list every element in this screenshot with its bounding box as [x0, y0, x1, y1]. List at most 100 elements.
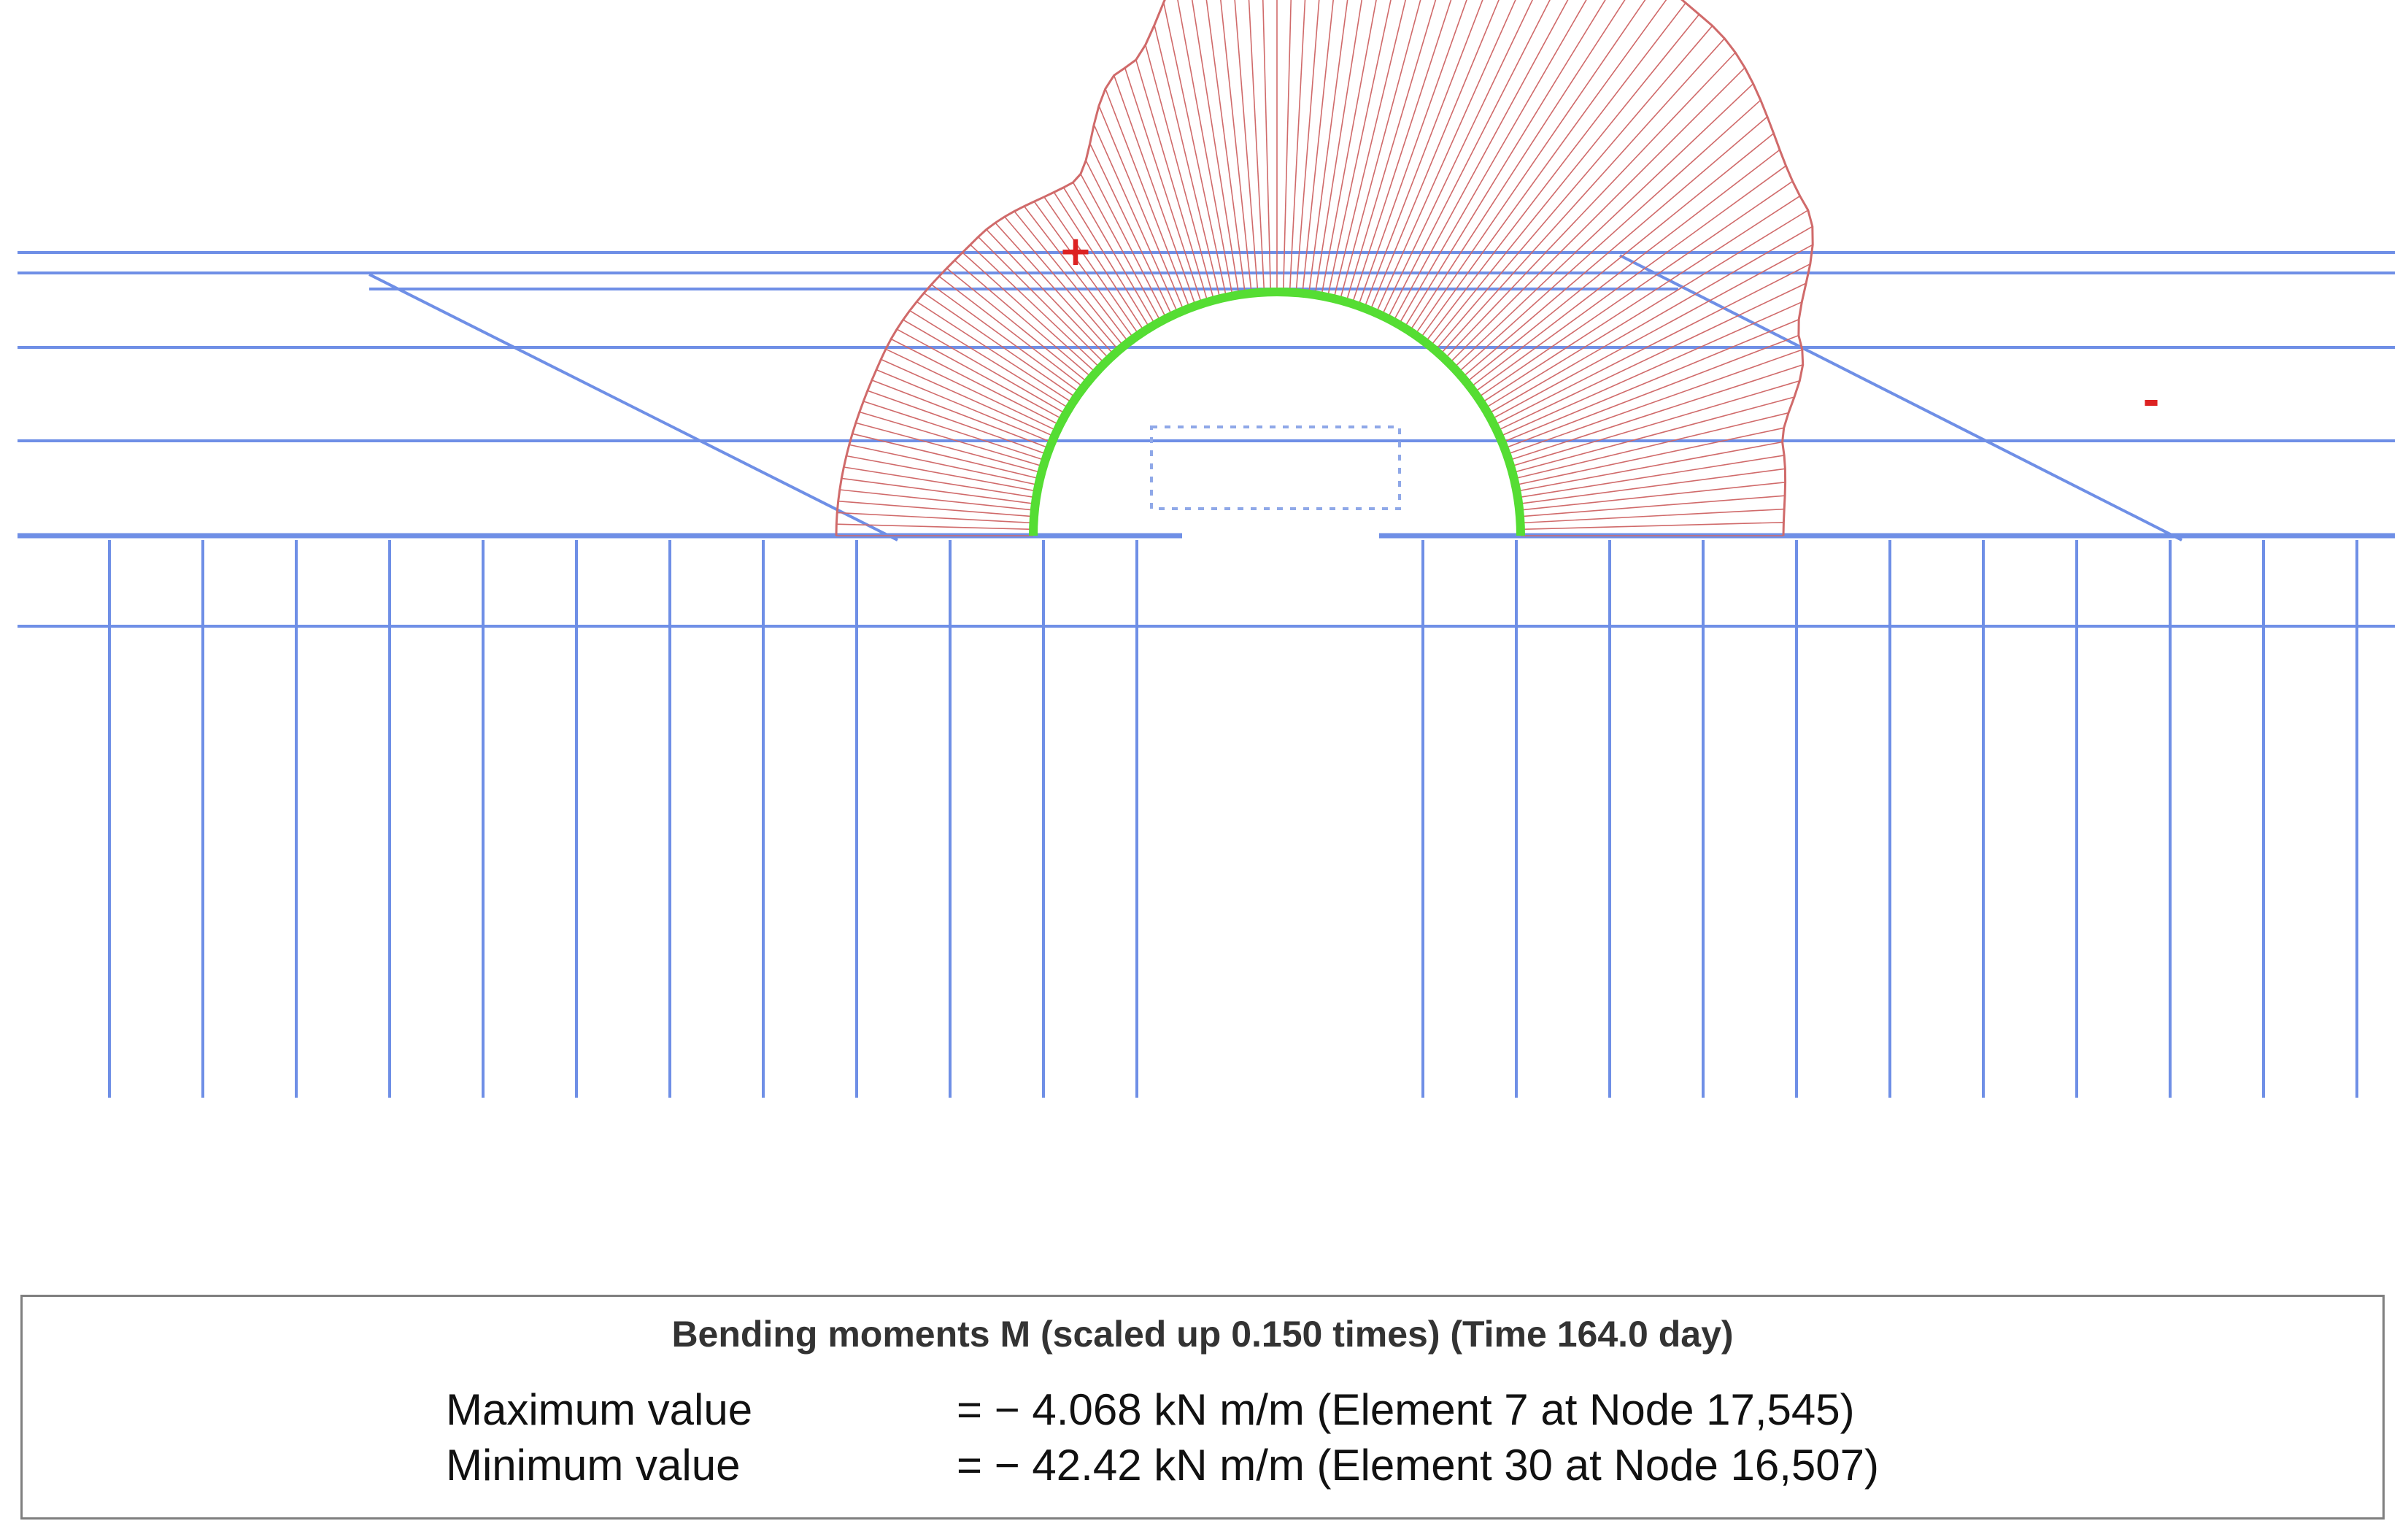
moment-hatch-line — [863, 401, 1046, 461]
moment-hatch-line — [844, 466, 1037, 498]
moment-hatch-line — [1248, 0, 1265, 293]
soil-layer-lines — [18, 251, 2395, 628]
moment-hatch-line — [1381, 0, 1533, 316]
moment-hatch-line — [946, 267, 1088, 383]
moment-hatch-line — [1089, 143, 1173, 316]
moment-hatch-line — [1314, 0, 1363, 296]
maximum-value-text: = − 4.068 kN m/m (Element 7 at Node 17,5… — [957, 1385, 1855, 1434]
moment-hatch-line — [1023, 206, 1130, 343]
strut-left — [368, 273, 898, 542]
moment-hatch-line — [1191, 0, 1240, 296]
moment-hatch-line — [1429, 14, 1700, 347]
moment-hatch-line — [995, 222, 1115, 355]
moment-hatch-line — [1403, 0, 1606, 328]
moment-hatch-line — [1135, 59, 1208, 303]
moment-hatch-line — [1339, 0, 1421, 301]
legend-box: Bending moments M (scaled up 0.150 times… — [20, 1295, 2385, 1520]
moment-hatch-line — [867, 390, 1048, 455]
moment-hatch-line — [1473, 165, 1786, 393]
strut-lines — [368, 254, 2183, 542]
moment-hatch-line — [1470, 149, 1780, 388]
moment-hatch-line — [1062, 187, 1151, 328]
moment-hatch-line — [1508, 364, 1803, 461]
legend-title: Bending moments M (scaled up 0.150 times… — [671, 1314, 1734, 1355]
moment-hatch-line — [1435, 25, 1713, 351]
moment-hatch-line — [1409, 0, 1626, 332]
moment-hatch-line — [909, 309, 1070, 409]
moment-hatch-line — [1085, 160, 1168, 319]
moment-hatch-line — [903, 319, 1067, 415]
moment-hatch-line — [1080, 174, 1162, 322]
moment-hatch-line — [1481, 195, 1801, 404]
moment-hatch-line — [1282, 0, 1292, 293]
moment-hatch-line — [1205, 0, 1246, 295]
moment-hatch-line — [852, 433, 1041, 480]
moment-hatch-line — [1419, 0, 1667, 339]
moment-hatch-line — [954, 260, 1092, 378]
moment-hatch-line — [836, 523, 1034, 531]
moment-hatch-line — [1506, 349, 1803, 455]
moment-hatch-line — [962, 252, 1097, 374]
moment-hatch-line — [1014, 210, 1124, 347]
moment-hatch-line — [1220, 0, 1252, 293]
moment-hatch-line — [1154, 25, 1221, 299]
moment-hatch-line — [896, 328, 1063, 420]
moment-hatch-line — [1363, 0, 1483, 309]
moment-hatch-line — [1308, 0, 1348, 295]
moment-hatch-line — [1457, 99, 1761, 374]
strut-right — [1619, 254, 2183, 542]
moment-hatch-line — [1295, 0, 1320, 293]
moment-hatch-line — [890, 338, 1060, 426]
moment-hatch-line — [1302, 0, 1334, 293]
moment-hatch-line — [846, 455, 1038, 492]
moment-hatch-line — [1351, 0, 1452, 304]
moment-hatch-line — [1487, 226, 1813, 415]
moment-hatch-line — [1453, 83, 1754, 369]
moment-hatch-line — [1439, 38, 1725, 355]
moment-hatch-line — [1033, 201, 1135, 339]
moment-hatch-line — [986, 228, 1110, 360]
moment-hatch-line — [1491, 244, 1813, 420]
moment-hatch-line — [1234, 0, 1259, 293]
moment-hatch-line — [1518, 468, 1786, 505]
moment-hatch-line — [916, 301, 1073, 404]
moment-hatch-line — [1520, 508, 1785, 524]
moment-hatch-line — [859, 411, 1044, 467]
moment-hatch-line — [1105, 88, 1191, 309]
moment-hatch-line — [1177, 0, 1233, 296]
moment-hatch-line — [1502, 319, 1799, 443]
moment-hatch-line — [1504, 334, 1799, 450]
moment-hatch-line — [849, 444, 1039, 486]
moment-hatch-line — [838, 500, 1035, 517]
moment-hatch-line — [1448, 67, 1745, 364]
moment-hatch-line — [1444, 52, 1736, 360]
tunnel-interior-dashed-box — [1150, 425, 1401, 510]
moment-hatch-line — [1499, 301, 1802, 437]
moment-hatch-line — [1357, 0, 1467, 307]
minimum-value-label: Minimum value — [446, 1441, 741, 1490]
moment-hatch-line — [1517, 455, 1785, 498]
moment-hatch-line — [1093, 124, 1178, 314]
moment-hatch-line — [1333, 0, 1407, 299]
pile-lines — [108, 540, 2358, 1098]
negative-sign: - — [2142, 377, 2159, 425]
bending-moment-diagram: + - — [18, 0, 2395, 1098]
moment-hatch-line — [1053, 191, 1145, 332]
moment-hatch-line — [1145, 45, 1215, 301]
moment-hatch-line — [871, 380, 1050, 450]
minimum-value-row: Minimum value = − 42.42 kN m/m (Element 3… — [446, 1440, 1879, 1490]
moment-hatch-line — [1466, 133, 1775, 383]
moment-hatch-line — [1098, 105, 1184, 311]
moment-hatch-line — [1375, 0, 1516, 314]
moment-hatch-line — [1289, 0, 1306, 293]
moment-hatch-line — [1370, 0, 1500, 311]
moment-hatch-line — [970, 244, 1101, 369]
moment-hatch-line — [880, 358, 1055, 437]
moment-hatch-line — [1072, 182, 1156, 326]
maximum-value-label: Maximum value — [446, 1385, 753, 1434]
moment-hatch-line — [855, 422, 1042, 474]
moment-hatch-line — [837, 512, 1034, 524]
moment-hatch-line — [923, 292, 1077, 398]
moment-hatch-line — [1262, 0, 1272, 293]
moment-hatch-line — [1484, 209, 1809, 409]
